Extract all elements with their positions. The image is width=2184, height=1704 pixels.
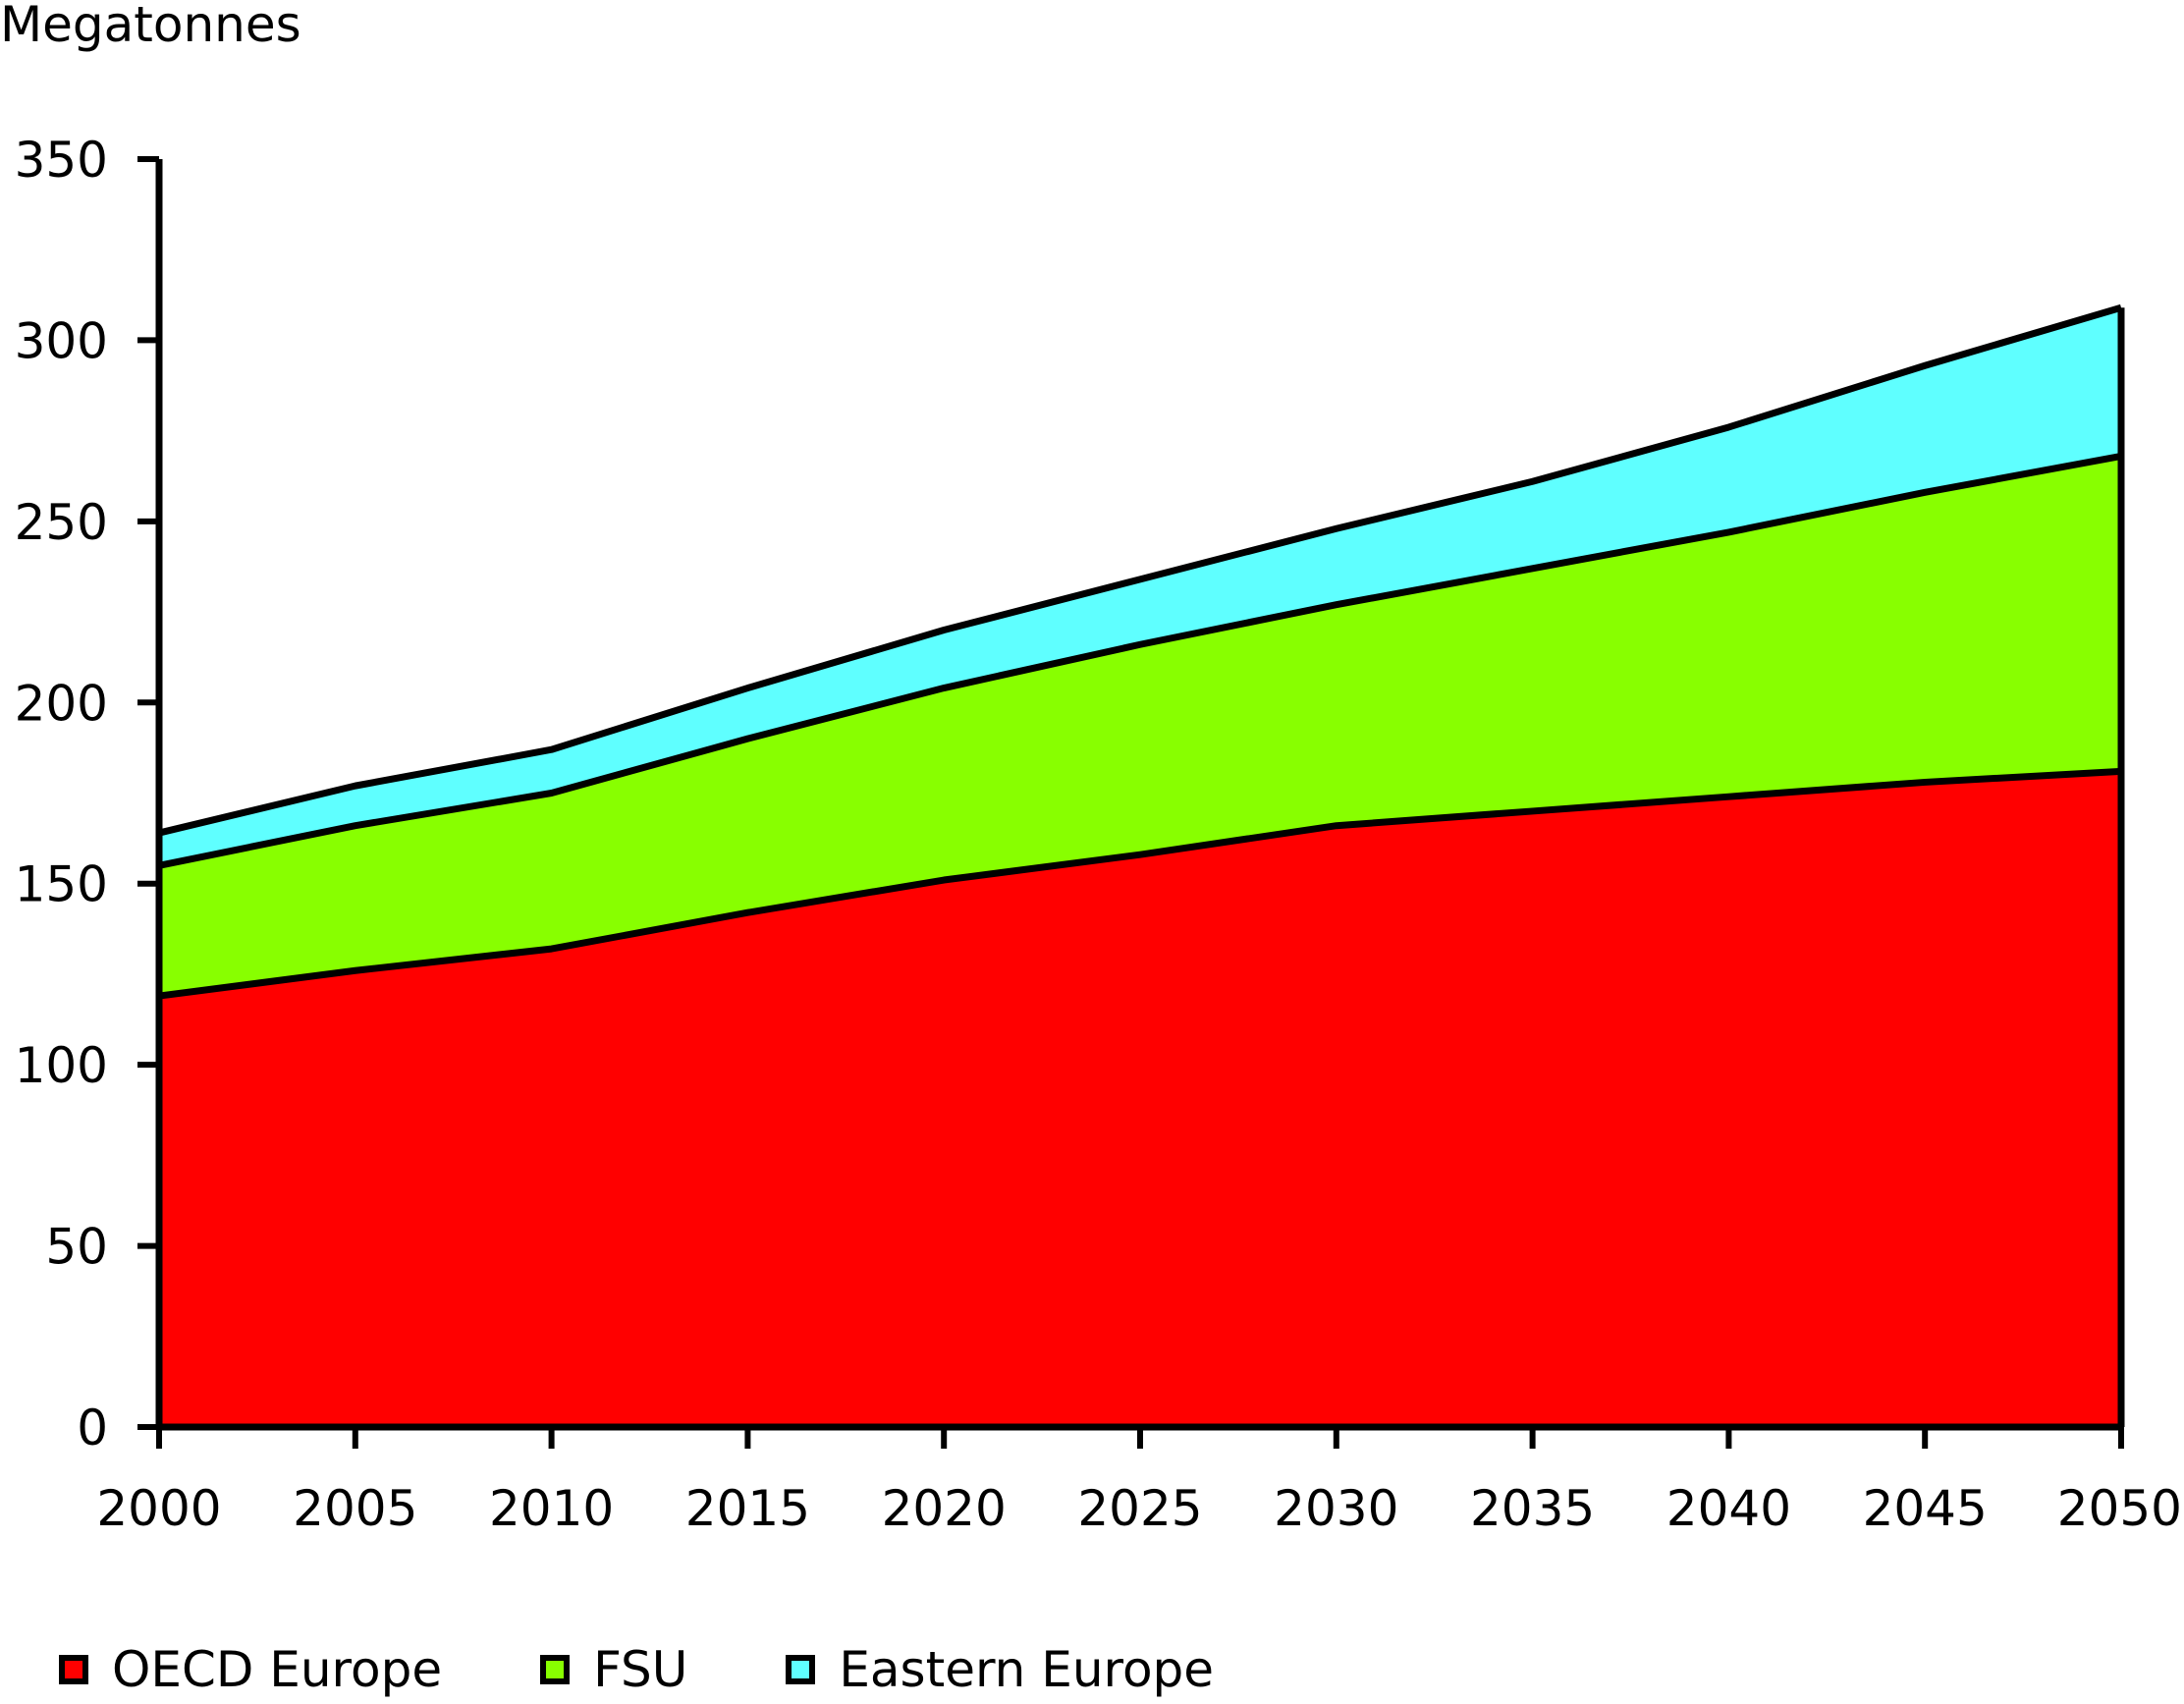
legend-item-oecd-europe: OECD Europe bbox=[59, 1641, 442, 1698]
y-tick-label-0: 0 bbox=[77, 1400, 108, 1457]
x-tick-label-2010: 2010 bbox=[489, 1480, 614, 1537]
x-tick-label-2045: 2045 bbox=[1863, 1480, 1988, 1537]
x-tick-label-2015: 2015 bbox=[685, 1480, 810, 1537]
x-tick-label-2005: 2005 bbox=[293, 1480, 417, 1537]
x-tick-label-2035: 2035 bbox=[1470, 1480, 1595, 1537]
x-tick-label-2020: 2020 bbox=[882, 1480, 1007, 1537]
legend-label-eastern-europe: Eastern Europe bbox=[839, 1641, 1215, 1698]
y-tick-label-50: 50 bbox=[45, 1219, 108, 1276]
y-axis-title: Megatonnes bbox=[0, 0, 301, 53]
y-tick-label-350: 350 bbox=[15, 132, 108, 189]
x-tick-label-2040: 2040 bbox=[1666, 1480, 1791, 1537]
y-tick-label-250: 250 bbox=[15, 494, 108, 551]
legend-item-eastern-europe: Eastern Europe bbox=[786, 1641, 1214, 1698]
line-top-eastern-europe bbox=[158, 303, 2122, 837]
legend-item-fsu: FSU bbox=[540, 1641, 687, 1698]
legend-label-oecd-europe: OECD Europe bbox=[112, 1641, 443, 1698]
x-tick-label-2050: 2050 bbox=[2057, 1480, 2182, 1537]
legend-swatch-eastern-europe bbox=[786, 1655, 816, 1684]
line-top-fsu bbox=[158, 453, 2122, 869]
x-tick-label-2000: 2000 bbox=[96, 1480, 221, 1537]
x-tick-label-2025: 2025 bbox=[1077, 1480, 1202, 1537]
area-series-group bbox=[158, 303, 2125, 1427]
y-tick-label-200: 200 bbox=[15, 675, 108, 732]
legend-label-fsu: FSU bbox=[593, 1641, 688, 1698]
y-tick-label-300: 300 bbox=[15, 312, 108, 369]
area-fsu bbox=[159, 456, 2121, 997]
axes-group: 0 50 100 150 200 250 300 350 2000 2005 2010 2015 202… bbox=[15, 132, 2182, 1537]
legend-swatch-oecd-europe bbox=[59, 1655, 88, 1684]
x-tick-label-2030: 2030 bbox=[1274, 1480, 1398, 1537]
line-top-oecd-europe bbox=[158, 767, 2122, 1000]
area-eastern-europe bbox=[159, 307, 2121, 866]
y-tick-label-100: 100 bbox=[15, 1037, 108, 1094]
legend-swatch-fsu bbox=[540, 1655, 571, 1684]
y-tick-label-150: 150 bbox=[15, 856, 108, 913]
area-oecd-europe bbox=[159, 771, 2121, 1427]
stacked-area-chart: Megatonnes 0 50 100 150 200 250 300 350 2000 2005… bbox=[0, 0, 2182, 1537]
legend: OECD Europe FSU Eastern Europe bbox=[59, 1635, 1312, 1704]
